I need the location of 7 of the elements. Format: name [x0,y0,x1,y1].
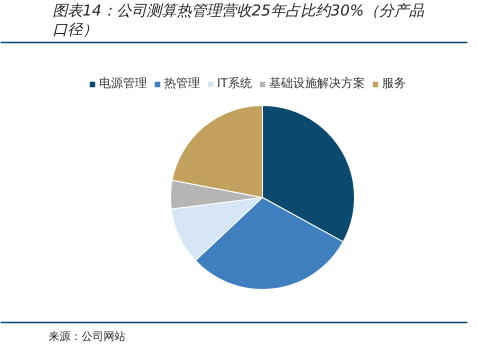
legend-label: IT系统 [217,75,252,92]
chart-title: 图表14：公司测算热管理营收25年占比约30%（分产品口径） [52,2,426,38]
legend-label: 热管理 [164,75,200,92]
legend-label: 基础设施解决方案 [268,75,365,92]
legend-label: 电源管理 [99,75,147,92]
source-note: 来源：公司网站 [48,330,126,343]
legend-label: 服务 [382,75,406,92]
